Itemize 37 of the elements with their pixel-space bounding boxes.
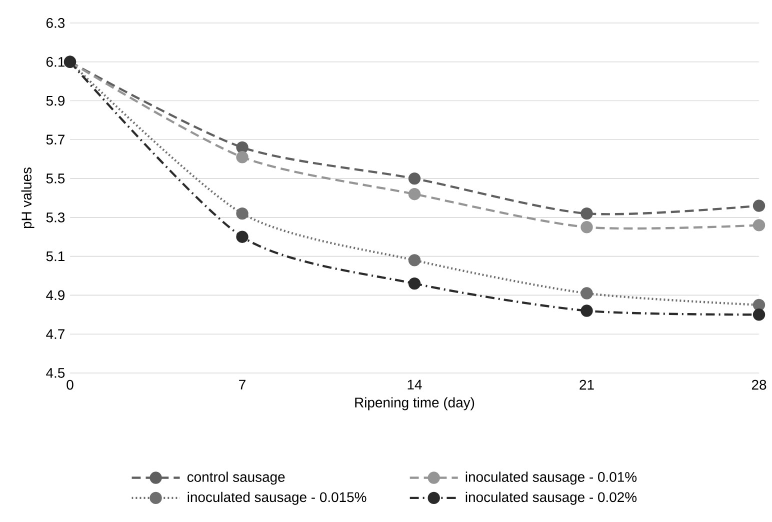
y-tick-label: 6.3 bbox=[46, 18, 65, 28]
x-tick-label: 14 bbox=[408, 380, 422, 390]
y-tick-label: 5.3 bbox=[46, 212, 65, 222]
point bbox=[580, 287, 593, 300]
legend-label: control sausage bbox=[187, 472, 285, 485]
point bbox=[236, 151, 248, 164]
point bbox=[580, 304, 593, 317]
x-tick-label: 21 bbox=[580, 380, 594, 390]
point bbox=[580, 221, 593, 234]
y-tick-label: 5.7 bbox=[46, 134, 64, 145]
y-tick-label: 5.9 bbox=[46, 96, 64, 106]
legend-label: inoculated sausage - 0.015% bbox=[188, 492, 366, 505]
legend-label: inoculated sausage - 0.02% bbox=[466, 492, 637, 505]
y-axis-title: pH values bbox=[21, 168, 34, 228]
point bbox=[408, 254, 421, 266]
point bbox=[752, 298, 766, 312]
y-tick-label: 4.9 bbox=[46, 290, 64, 300]
y-tick-label: 6.1 bbox=[46, 56, 64, 67]
x-tick-label: 0 bbox=[66, 380, 74, 390]
legend-label: inoculated sausage - 0.01% bbox=[466, 472, 637, 485]
point bbox=[236, 207, 248, 220]
point bbox=[752, 308, 766, 321]
point bbox=[408, 188, 421, 200]
point bbox=[580, 207, 593, 220]
y-tick-label: 5.5 bbox=[46, 174, 65, 184]
x-axis-title: Ripening time (day) bbox=[355, 397, 474, 410]
point bbox=[236, 230, 248, 243]
y-tick-label: 5.1 bbox=[46, 251, 64, 262]
point bbox=[752, 200, 766, 212]
point bbox=[408, 277, 421, 290]
x-tick-label: 28 bbox=[752, 380, 766, 390]
y-tick-label: 4.7 bbox=[46, 329, 64, 339]
point bbox=[236, 141, 248, 154]
x-tick-label: 7 bbox=[239, 380, 246, 390]
point bbox=[752, 219, 766, 232]
y-tick-label: 4.5 bbox=[46, 368, 65, 378]
point bbox=[408, 172, 421, 185]
